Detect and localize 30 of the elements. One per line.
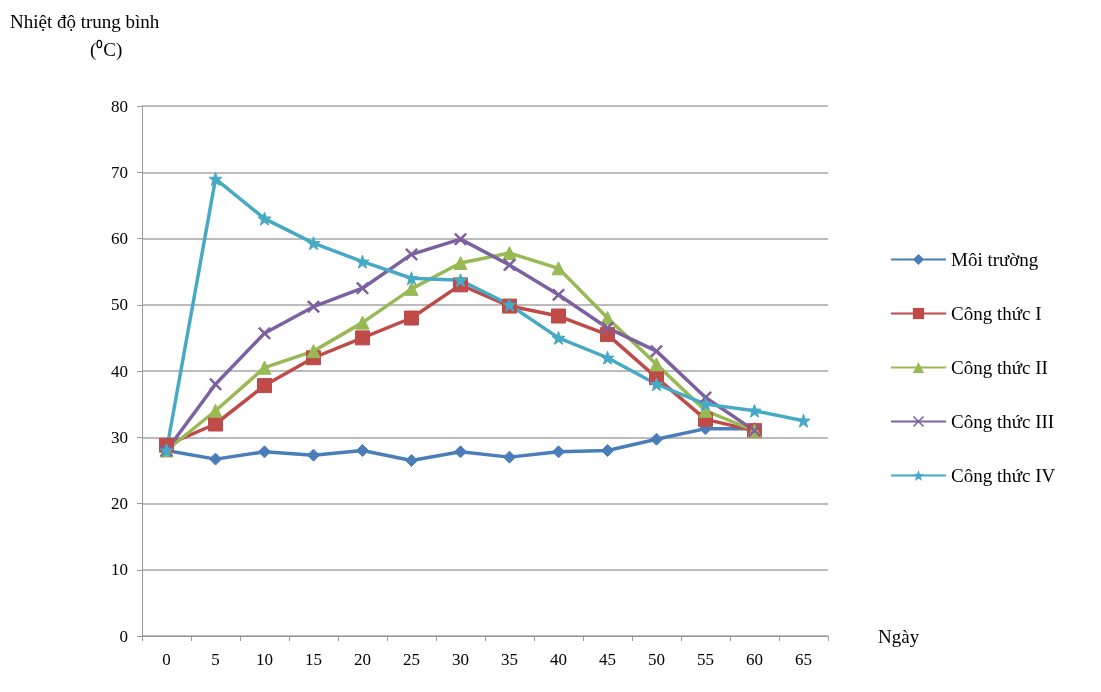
x-tick-label: 20 <box>354 650 371 669</box>
legend-label: Công thức I <box>951 303 1042 324</box>
x-tick-label: 10 <box>256 650 273 669</box>
y-tick-label: 80 <box>111 96 128 116</box>
y-tick-label: 40 <box>111 361 128 381</box>
y-tick-label: 20 <box>111 494 128 513</box>
x-tick-label: 45 <box>599 650 616 669</box>
y-tick-label: 70 <box>111 162 128 182</box>
y-tick-label: 50 <box>111 295 128 315</box>
y-tick-label: 0 <box>119 626 128 646</box>
x-tick-label: 0 <box>162 650 171 669</box>
x-tick-label: 55 <box>697 650 714 669</box>
x-tick-label: 60 <box>746 650 763 669</box>
x-tick-label: 50 <box>648 650 665 669</box>
x-tick-label: 25 <box>403 650 420 669</box>
x-axis-title: Ngày <box>878 625 920 647</box>
legend-label: Công thức III <box>951 411 1055 432</box>
y-tick-label: 60 <box>111 229 128 248</box>
legend-label: Công thức II <box>951 357 1048 378</box>
y-axis-title: Nhiệt độ trung bình (⁰C) <box>10 11 160 61</box>
legend-label: Môi trường <box>951 249 1039 270</box>
x-tick-label: 40 <box>550 650 567 669</box>
legend-label: Công thức IV <box>951 465 1056 486</box>
x-tick-label: 5 <box>211 650 220 669</box>
x-tick-label: 15 <box>305 650 322 669</box>
x-tick-label: 65 <box>795 650 812 669</box>
x-tick-label: 35 <box>501 650 518 669</box>
y-tick-label: 10 <box>111 560 128 580</box>
y-tick-label: 30 <box>111 427 128 447</box>
x-tick-label: 30 <box>452 650 469 669</box>
